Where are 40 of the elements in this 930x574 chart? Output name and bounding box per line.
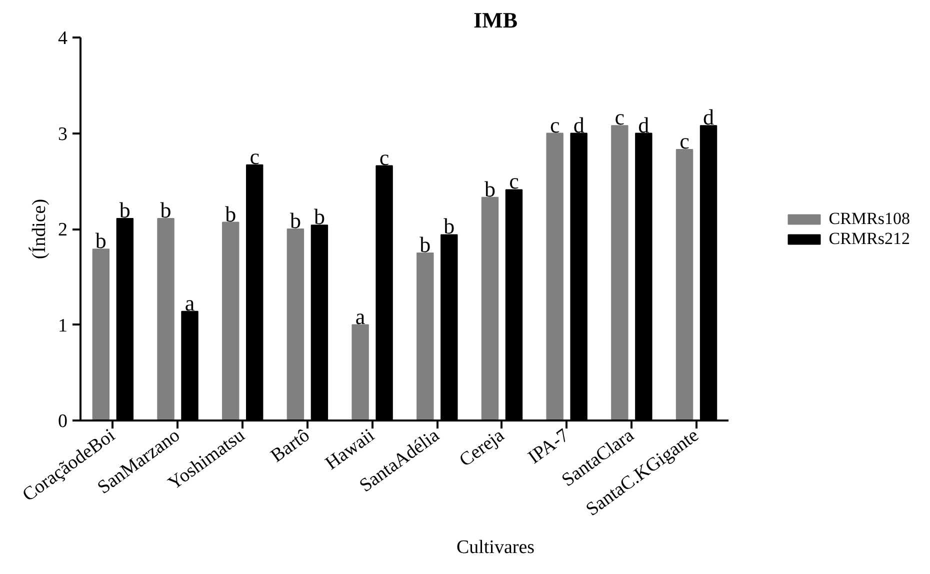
y-axis-title: (Índice) xyxy=(28,198,50,260)
annotation: b xyxy=(160,197,172,222)
annotation: a xyxy=(355,304,366,329)
bar xyxy=(352,324,369,420)
annotation: b xyxy=(225,201,236,226)
bar xyxy=(546,132,564,420)
bar xyxy=(676,149,694,420)
bar xyxy=(92,248,110,420)
annotation: b xyxy=(119,197,130,222)
annotation: b xyxy=(290,208,301,233)
y-tick-label: 1 xyxy=(58,315,68,336)
annotation: d xyxy=(703,104,714,130)
x-axis-title: Cultivares xyxy=(456,536,535,558)
legend-label: CRMRs212 xyxy=(828,228,910,248)
annotation: c xyxy=(550,112,560,138)
annotation: b xyxy=(444,214,455,239)
bar xyxy=(222,222,240,420)
bar xyxy=(481,196,499,420)
y-tick-label: 2 xyxy=(58,220,68,240)
annotation: c xyxy=(680,128,690,154)
annotation: b xyxy=(95,228,106,254)
annotation: c xyxy=(509,168,520,194)
annotation: c xyxy=(379,144,390,170)
bar xyxy=(611,125,628,420)
annotation: b xyxy=(420,232,431,257)
y-tick-label: 0 xyxy=(58,411,68,432)
y-tick-label: 4 xyxy=(58,28,68,49)
legend-label: CRMRs108 xyxy=(828,208,910,228)
annotation: b xyxy=(314,204,325,230)
annotation: d xyxy=(573,112,584,138)
bar xyxy=(157,218,174,420)
chart-title: IMB xyxy=(474,8,518,32)
annotation: a xyxy=(184,290,195,316)
bar xyxy=(286,228,304,420)
annotation: c xyxy=(614,104,625,130)
annotation: b xyxy=(484,176,496,202)
annotation: d xyxy=(638,112,650,138)
bar xyxy=(416,252,434,420)
annotation: c xyxy=(250,144,260,169)
y-tick-label: 3 xyxy=(58,124,68,145)
